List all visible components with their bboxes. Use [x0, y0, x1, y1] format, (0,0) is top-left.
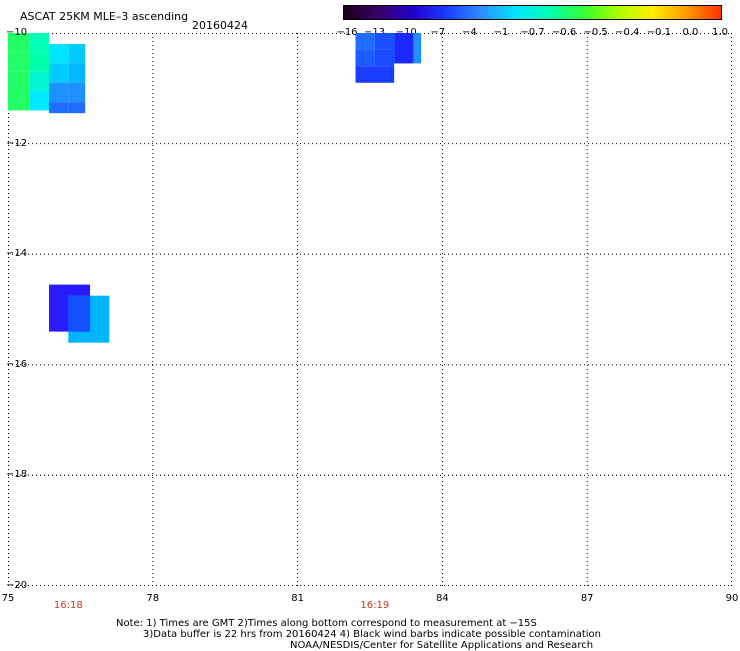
color-scale-bar — [343, 5, 722, 20]
wind-cell — [8, 91, 30, 111]
chart-title: ASCAT 25KM MLE–3 ascending — [20, 10, 189, 23]
longitude-label: 90 — [725, 593, 739, 604]
wind-cell — [29, 71, 50, 92]
chart-date: 20160424 — [192, 19, 248, 32]
longitude-label: 75 — [1, 593, 15, 604]
note-line-3: NOAA/NESDIS/Center for Satellite Applica… — [290, 640, 594, 651]
note-line-1: Note: 1) Times are GMT 2)Times along bot… — [116, 618, 537, 629]
wind-cell — [49, 82, 69, 103]
longitude-label: 78 — [146, 593, 160, 604]
wind-cell — [374, 33, 395, 50]
wind-cell — [49, 44, 69, 64]
wind-cell — [68, 295, 91, 332]
wind-cell — [355, 66, 395, 83]
wind-cell — [68, 44, 86, 64]
wind-cell — [68, 82, 86, 103]
color-scale-tick-label: −0.1 — [646, 27, 671, 38]
color-scale-tick-label: −4 — [461, 27, 477, 38]
wind-cell — [68, 63, 86, 83]
color-scale-tick-label: −13 — [364, 27, 386, 38]
wind-cell — [355, 49, 375, 67]
color-scale-tick-label: −10 — [395, 27, 417, 38]
longitude-label: 81 — [291, 593, 304, 604]
map-plot-area — [8, 33, 732, 586]
note-line-2: 3)Data buffer is 22 hrs from 20160424 4)… — [143, 629, 601, 640]
color-scale-tick-label: −0.6 — [551, 27, 577, 38]
wind-cell — [394, 33, 414, 64]
wind-cell — [374, 49, 395, 67]
longitude-label: 87 — [580, 593, 594, 604]
measurement-time-label: 16:18 — [53, 600, 83, 611]
latitude-label: −16 — [6, 358, 28, 370]
latitude-label: −14 — [6, 248, 28, 260]
wind-cell — [8, 71, 30, 92]
wind-cells — [8, 33, 422, 343]
wind-cell — [8, 52, 30, 72]
color-scale-tick-label: −0.4 — [615, 27, 640, 38]
longitude-label: 84 — [436, 593, 449, 604]
latitude-label: −10 — [6, 27, 28, 38]
wind-cell — [49, 63, 69, 83]
latitude-label: −18 — [6, 469, 28, 481]
wind-cell — [49, 102, 69, 114]
color-scale-labels: −16 −13 −10 −7 −4 −1 −0.7 −0.6 −0.5 −0.4 −0.1 0.0 1.… — [336, 27, 728, 39]
wind-cell — [68, 102, 86, 114]
wind-cell — [29, 33, 50, 53]
latitude-label: −20 — [6, 580, 28, 591]
wind-cell — [8, 33, 30, 53]
color-scale-tick-label: 1.0 — [712, 27, 728, 38]
latitude-label: −12 — [6, 137, 28, 149]
wind-cell — [413, 33, 422, 64]
grid-lines — [8, 33, 732, 586]
measurement-time-label: 16:19 — [360, 600, 390, 611]
color-scale-tick-label: −16 — [336, 27, 358, 38]
wind-cell — [29, 52, 50, 72]
color-scale-tick-label: −7 — [430, 27, 446, 38]
color-scale-tick-label: 0.0 — [682, 27, 699, 38]
wind-cell — [355, 33, 375, 50]
color-scale-tick-label: −0.5 — [583, 27, 608, 38]
color-scale-tick-label: −0.7 — [520, 27, 545, 38]
wind-cell — [29, 91, 50, 111]
color-scale-tick-label: −1 — [493, 27, 509, 38]
